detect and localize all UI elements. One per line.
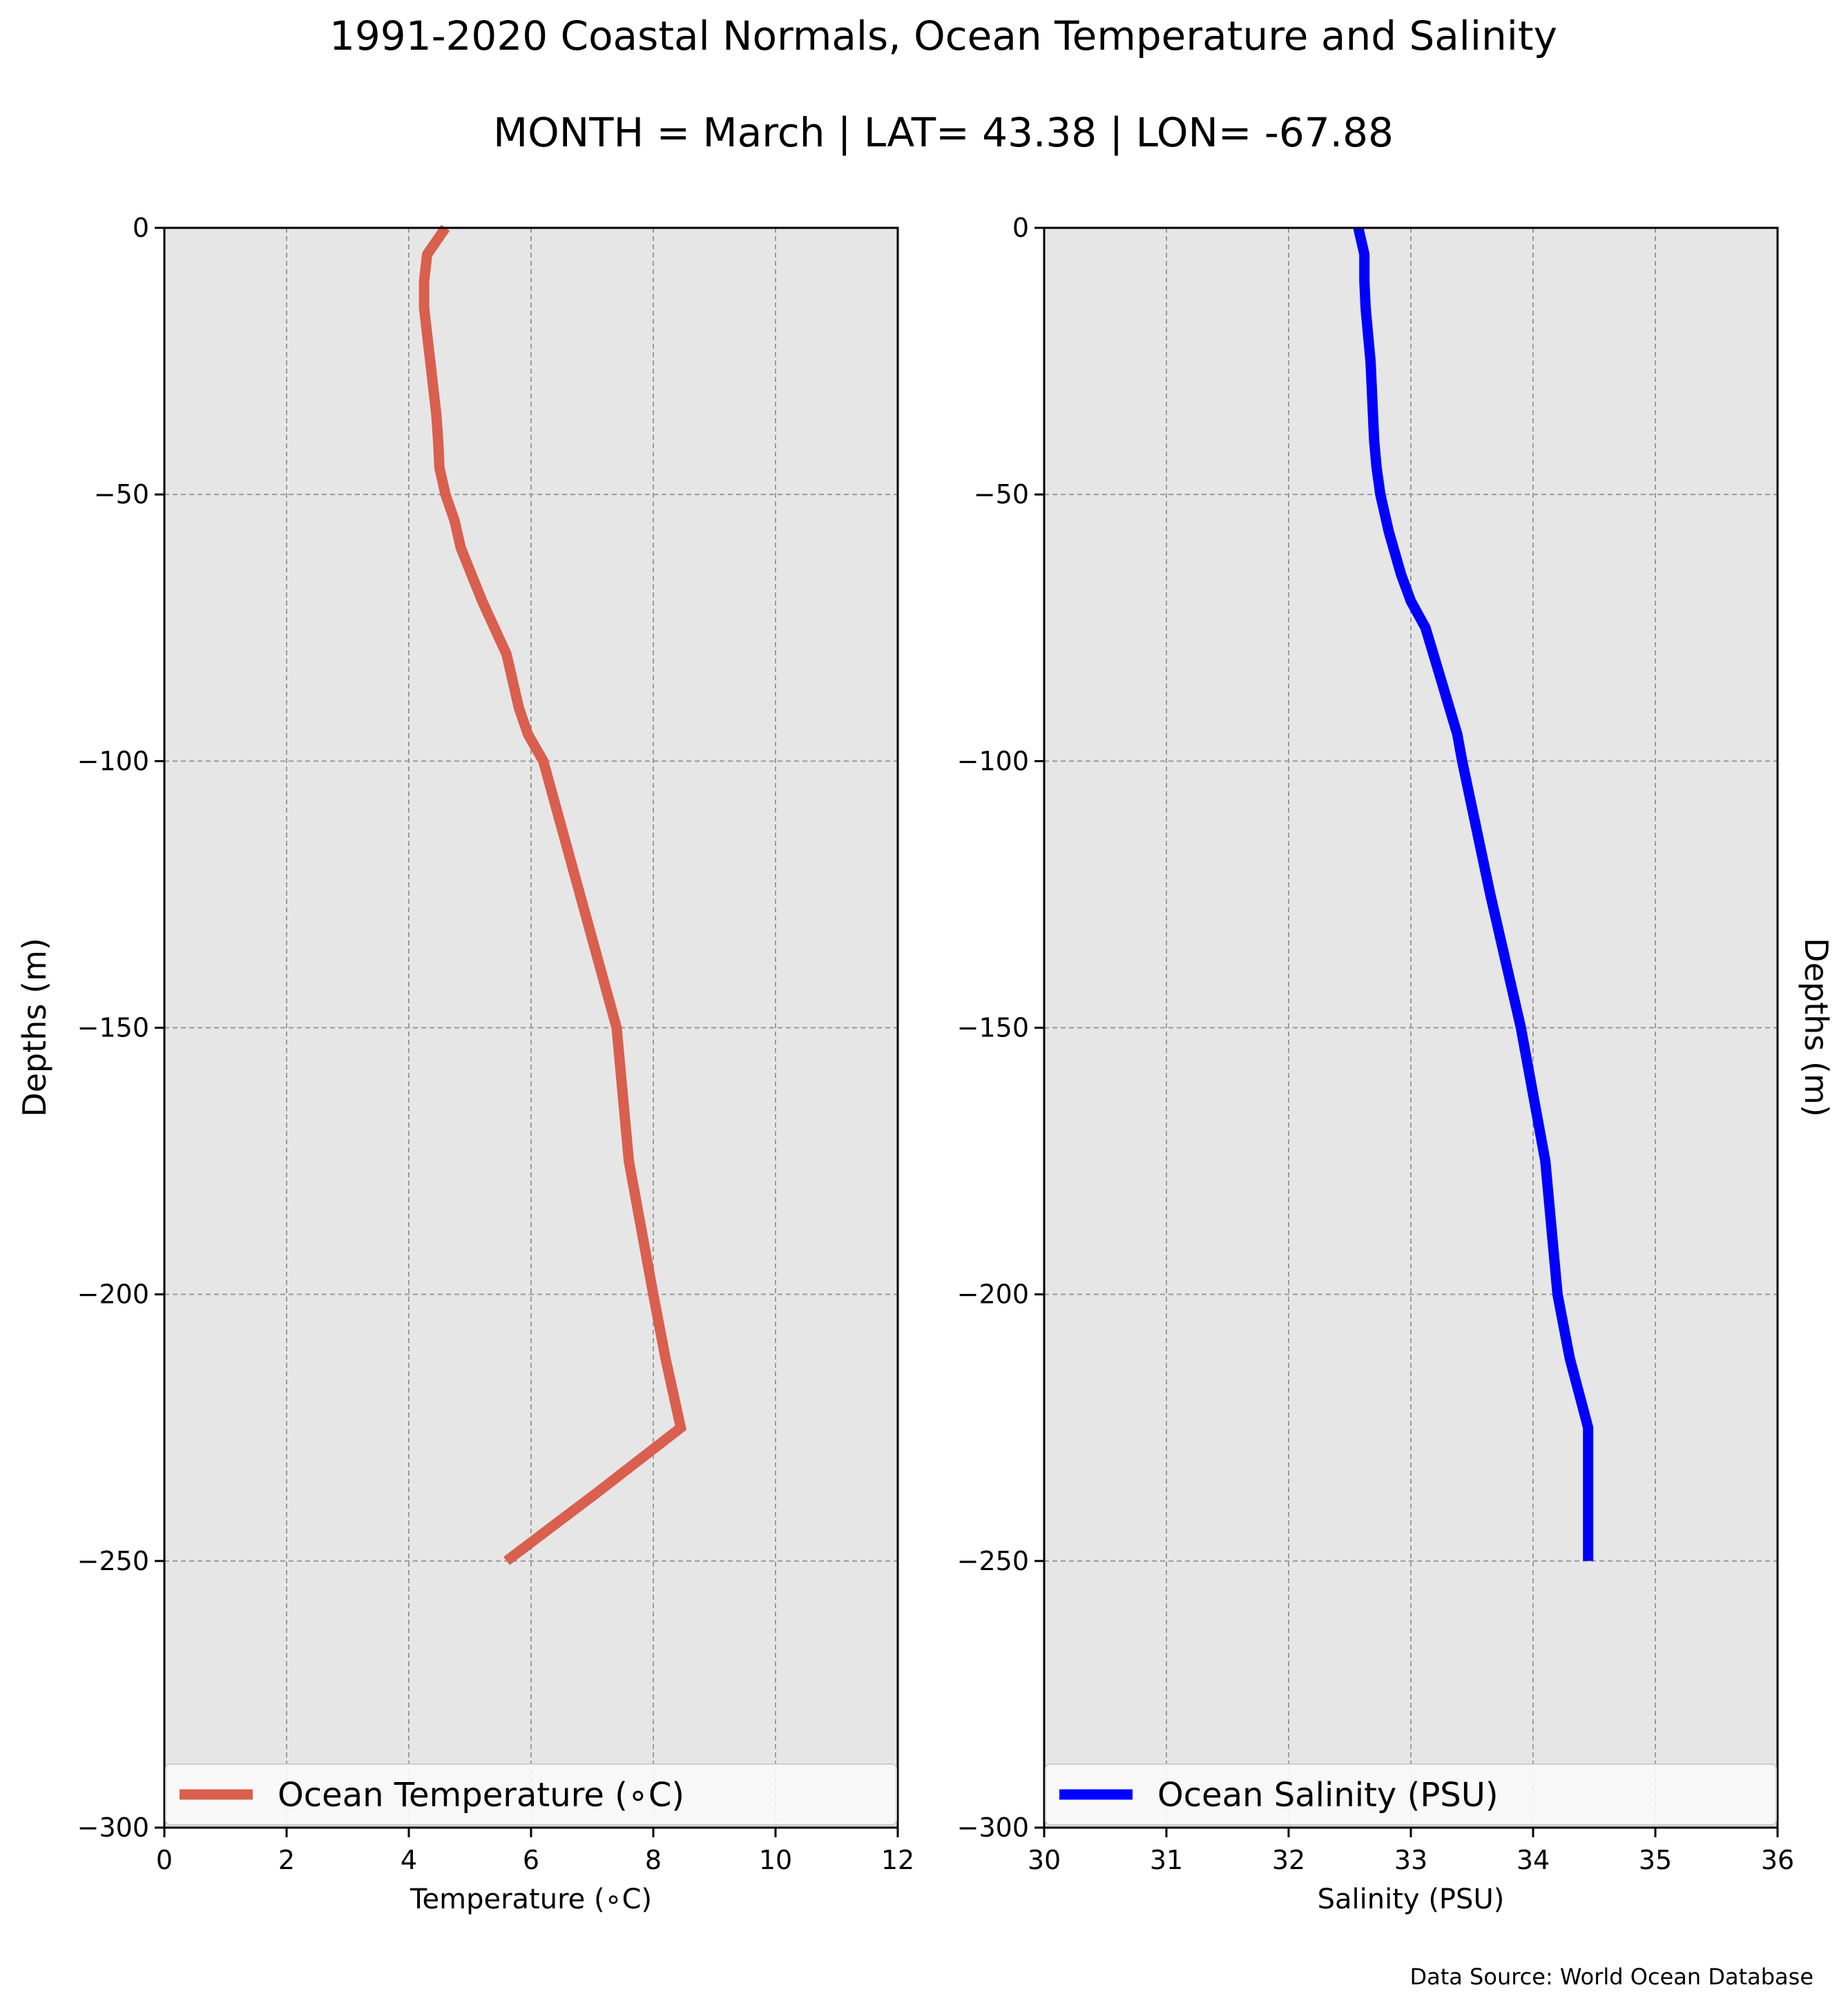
salinity-x-tick-label: 31 [1150, 1845, 1183, 1875]
salinity-ticks: 30 31 32 33 34 35 36 0 −50 −100 −150 −200 −250 −300 [957, 213, 1795, 1875]
salinity-series-line [1353, 226, 1594, 1561]
temperature-legend-box [165, 1763, 897, 1826]
temperature-series [418, 224, 687, 1565]
salinity-series [1353, 226, 1594, 1561]
salinity-y-tick-label: −250 [957, 1546, 1029, 1576]
salinity-y-tick-label: −200 [957, 1279, 1029, 1310]
salinity-x-tick-label: 34 [1517, 1845, 1550, 1875]
temperature-x-tick-label: 8 [645, 1845, 662, 1875]
salinity-legend-box [1045, 1763, 1777, 1826]
temperature-y-tick-label: −200 [77, 1279, 149, 1310]
temperature-ticks: 0 2 4 6 8 10 12 0 −50 −100 −150 −200 −250 −300 [77, 213, 915, 1875]
temperature-x-axis-label: Temperature (∘C) [410, 1884, 652, 1915]
temperature-y-axis-label: Depths (m) [16, 938, 53, 1116]
salinity-x-tick-label: 35 [1639, 1845, 1672, 1875]
temperature-legend-label: Ocean Temperature (∘C) [278, 1776, 684, 1815]
data-source-note: Data Source: World Ocean Database [1409, 1964, 1813, 1990]
temperature-x-tick-label: 10 [759, 1845, 792, 1875]
salinity-y-tick-label: −50 [974, 479, 1029, 510]
salinity-y-tick-label: −150 [957, 1013, 1029, 1043]
salinity-y-axis-label: Depths (m) [1798, 938, 1835, 1116]
temperature-panel: 0 2 4 6 8 10 12 0 −50 −100 −150 −200 −250 −300 Ocean … [16, 213, 914, 1915]
figure-subtitle: MONTH = March | LAT= 43.38 | LON= -67.88 [493, 109, 1394, 156]
salinity-legend: Ocean Salinity (PSU) [1045, 1763, 1777, 1826]
temperature-x-tick-label: 6 [523, 1845, 539, 1875]
temperature-y-tick-label: −50 [94, 479, 149, 510]
temperature-y-tick-label: 0 [133, 213, 149, 243]
temperature-series-line [418, 224, 687, 1565]
salinity-x-tick-label: 36 [1761, 1845, 1794, 1875]
temperature-legend: Ocean Temperature (∘C) [165, 1763, 897, 1826]
salinity-y-tick-label: −300 [957, 1812, 1029, 1843]
temperature-x-tick-label: 2 [278, 1845, 295, 1875]
temperature-y-tick-label: −250 [77, 1546, 149, 1576]
salinity-y-tick-label: 0 [1012, 213, 1029, 243]
salinity-y-tick-label: −100 [957, 746, 1029, 776]
temperature-x-tick-label: 0 [156, 1845, 173, 1875]
temperature-y-tick-label: −300 [77, 1812, 149, 1843]
salinity-legend-label: Ocean Salinity (PSU) [1157, 1776, 1499, 1815]
figure-title: 1991-2020 Coastal Normals, Ocean Tempera… [329, 12, 1557, 59]
salinity-x-tick-label: 30 [1028, 1845, 1061, 1875]
salinity-panel: 30 31 32 33 34 35 36 0 −50 −100 −150 −200 −250 −300 O… [957, 213, 1835, 1915]
temperature-y-tick-label: −100 [77, 746, 149, 776]
temperature-x-tick-label: 4 [401, 1845, 417, 1875]
salinity-x-tick-label: 33 [1394, 1845, 1427, 1875]
salinity-x-axis-label: Salinity (PSU) [1318, 1884, 1505, 1915]
salinity-x-tick-label: 32 [1272, 1845, 1305, 1875]
temperature-x-tick-label: 12 [881, 1845, 914, 1875]
temperature-y-tick-label: −150 [77, 1013, 149, 1043]
